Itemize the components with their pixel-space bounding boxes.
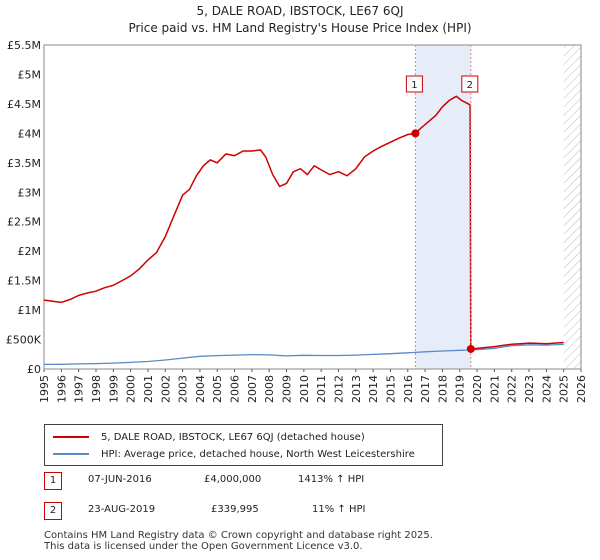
x-tick-label: 2015 — [384, 375, 397, 403]
y-tick-label: £4.5M — [7, 98, 41, 111]
plot-frame — [43, 44, 582, 370]
x-tick-label: 2002 — [159, 375, 172, 403]
x-tick-label: 1999 — [107, 375, 120, 403]
ownership-shading — [415, 45, 471, 369]
legend-swatch-hpi — [53, 453, 89, 455]
legend-label-hpi: HPI: Average price, detached house, Nort… — [101, 448, 415, 460]
plot-area — [44, 45, 581, 369]
x-tick-label: 2014 — [367, 375, 380, 403]
y-tick-label: £2M — [18, 245, 42, 258]
x-tick-label: 1997 — [73, 375, 86, 403]
footer-licence: This data is licensed under the Open Gov… — [44, 541, 363, 552]
y-tick-label: £500K — [6, 334, 42, 347]
x-tick-label: 1995 — [38, 375, 51, 403]
sale-hpi-change: 1413% ↑ HPI — [298, 474, 365, 485]
property-price-line — [43, 95, 564, 350]
x-tick-label: 2007 — [246, 375, 259, 403]
sale-badge: 1 — [44, 472, 62, 490]
sale-number-box — [461, 75, 479, 93]
x-tick-label: 2005 — [211, 375, 224, 403]
sale-row: 1 07-JUN-2016 £4,000,000 1413% ↑ HPI — [44, 472, 564, 492]
x-tick-label: 2016 — [402, 375, 415, 403]
x-tick-label: 2006 — [229, 375, 242, 403]
sale-row: 2 23-AUG-2019 £339,995 11% ↑ HPI — [44, 502, 564, 522]
sale-point — [466, 344, 475, 353]
sale-price: £4,000,000 — [204, 474, 262, 485]
hpi-line — [43, 343, 564, 366]
x-tick-label: 2023 — [523, 375, 536, 403]
x-tick-label: 2013 — [350, 375, 363, 403]
x-tick-label: 2022 — [506, 375, 519, 403]
sale-date: 23-AUG-2019 — [88, 504, 156, 515]
x-tick-label: 2025 — [558, 375, 571, 403]
legend-item-hpi: HPI: Average price, detached house, Nort… — [53, 446, 415, 462]
legend-label-property: 5, DALE ROAD, IBSTOCK, LE67 6QJ (detache… — [101, 431, 365, 443]
y-tick-label: £0 — [27, 363, 41, 376]
x-tick-label: 2004 — [194, 375, 207, 403]
y-tick-label: £5M — [18, 68, 42, 81]
x-tick-label: 2011 — [315, 375, 328, 403]
x-tick-label: 2003 — [177, 375, 190, 403]
x-tick-label: 2020 — [471, 375, 484, 403]
chart-subtitle: Price paid vs. HM Land Registry's House … — [128, 21, 472, 35]
sale-date: 07-JUN-2016 — [88, 474, 152, 485]
sale-price: £339,995 — [211, 504, 259, 515]
x-tick-label: 2017 — [419, 375, 432, 403]
y-tick-label: £1.5M — [7, 275, 41, 288]
y-tick-label: £3M — [18, 186, 42, 199]
x-tick-label: 2021 — [488, 375, 501, 403]
x-tick-label: 1996 — [55, 375, 68, 403]
y-tick-label: £5.5M — [7, 39, 41, 52]
footer-copyright: Contains HM Land Registry data © Crown c… — [44, 530, 433, 541]
x-tick-label: 2018 — [436, 375, 449, 403]
x-tick-label: 2001 — [142, 375, 155, 403]
sale-point — [411, 129, 420, 138]
x-tick-label: 2000 — [125, 375, 138, 403]
sale-hpi-change: 11% ↑ HPI — [312, 504, 366, 515]
x-tick-label: 2026 — [575, 375, 588, 403]
x-tick-label: 1998 — [90, 375, 103, 403]
sale-number-label: 1 — [411, 80, 417, 91]
y-tick-label: £3.5M — [7, 157, 41, 170]
forecast-hatch — [563, 45, 581, 369]
y-tick-label: £4M — [18, 127, 42, 140]
chart-legend: 5, DALE ROAD, IBSTOCK, LE67 6QJ (detache… — [44, 424, 443, 466]
x-tick-label: 2024 — [540, 375, 553, 403]
x-tick-label: 2010 — [298, 375, 311, 403]
price-chart: £0 £500K £1M £1.5M £2M £2.5M £3M £3.5M £4M £4.5M £… — [6, 39, 588, 403]
chart-title: 5, DALE ROAD, IBSTOCK, LE67 6QJ — [196, 4, 404, 18]
x-tick-label: 2012 — [332, 375, 345, 403]
sale-badge: 2 — [44, 502, 62, 520]
y-tick-label: £2.5M — [7, 216, 41, 229]
x-tick-label: 2008 — [263, 375, 276, 403]
legend-item-property: 5, DALE ROAD, IBSTOCK, LE67 6QJ (detache… — [53, 429, 365, 445]
y-tick-label: £1M — [18, 304, 42, 317]
x-tick-label: 2019 — [454, 375, 467, 403]
legend-swatch-property — [53, 436, 89, 438]
sale-number-label: 2 — [467, 80, 473, 91]
sale-number-box — [405, 75, 423, 93]
x-tick-label: 2009 — [281, 375, 294, 403]
footer: Contains HM Land Registry data © Crown c… — [44, 530, 433, 552]
